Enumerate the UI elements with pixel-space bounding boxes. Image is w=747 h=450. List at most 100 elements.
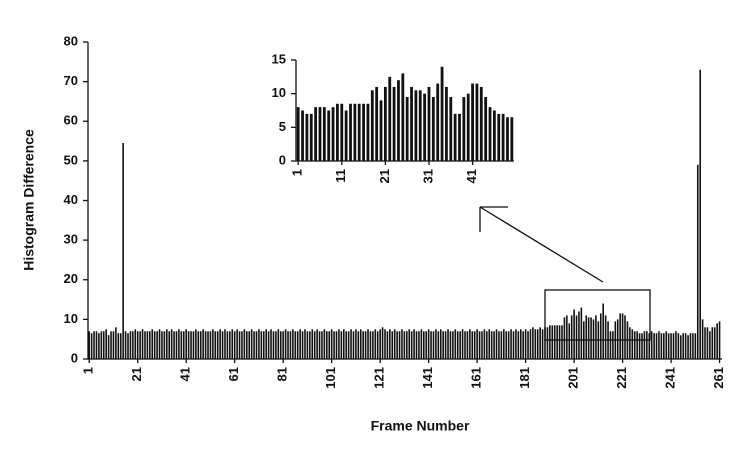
bar	[484, 97, 488, 161]
bar	[374, 329, 377, 359]
bar	[437, 331, 440, 359]
bar	[289, 331, 292, 359]
bar	[318, 331, 321, 359]
bar	[238, 331, 241, 359]
bar	[396, 331, 398, 359]
bar	[495, 329, 498, 359]
bar	[262, 331, 265, 359]
y-tick-label: 10	[64, 311, 78, 326]
bar	[439, 329, 442, 359]
bar	[369, 331, 372, 359]
bar	[449, 97, 453, 161]
bar	[173, 331, 175, 359]
bar	[379, 100, 383, 161]
bar	[449, 331, 452, 359]
bar	[568, 323, 571, 359]
bar	[384, 329, 386, 359]
x-tick-label: 241	[663, 367, 678, 389]
bar	[580, 307, 583, 359]
bar	[90, 333, 93, 359]
x-tick-label: 141	[420, 367, 435, 389]
bar	[350, 329, 352, 359]
bar	[122, 143, 124, 359]
bar	[430, 331, 432, 359]
bar	[328, 331, 331, 359]
bar	[445, 86, 448, 161]
bar	[696, 164, 699, 359]
bar	[687, 335, 689, 359]
bar	[427, 329, 430, 359]
bar	[296, 107, 300, 161]
bar	[386, 331, 389, 359]
bar	[590, 317, 592, 359]
bar	[236, 329, 238, 359]
bar	[658, 331, 660, 359]
bar	[638, 333, 641, 359]
bar	[621, 313, 624, 359]
bar	[466, 331, 469, 359]
bar	[304, 329, 306, 359]
bar	[423, 93, 427, 161]
bar	[136, 331, 139, 359]
bar	[614, 321, 617, 359]
bar	[510, 117, 514, 161]
bar	[604, 315, 607, 359]
bar	[527, 331, 529, 359]
bar	[362, 331, 364, 359]
y-tick-label: 0	[279, 152, 286, 167]
y-tick-label: 60	[64, 113, 78, 128]
bar	[684, 333, 687, 359]
bar	[607, 321, 609, 359]
bar	[718, 321, 721, 359]
bar	[493, 331, 495, 359]
bar	[670, 333, 672, 359]
bar	[466, 93, 470, 161]
bar	[107, 335, 110, 359]
bar	[398, 331, 401, 359]
bar	[209, 331, 212, 359]
bar	[112, 331, 115, 359]
bar	[699, 69, 701, 360]
bar	[357, 331, 360, 359]
bar	[561, 325, 563, 359]
bar	[233, 331, 236, 359]
bar	[716, 323, 718, 359]
bar	[490, 331, 493, 359]
bar	[190, 331, 192, 359]
bar	[333, 331, 335, 359]
bar	[549, 325, 551, 359]
bar	[505, 331, 508, 359]
bar	[277, 329, 280, 359]
bar	[95, 331, 98, 359]
bar	[597, 321, 600, 359]
bar	[427, 86, 431, 161]
bar	[219, 329, 221, 359]
arrow	[479, 206, 604, 283]
x-tick-label: 201	[566, 367, 581, 389]
bar	[144, 331, 146, 359]
bar	[335, 331, 338, 359]
bar	[401, 73, 405, 161]
bar	[701, 319, 704, 359]
bar	[392, 86, 396, 161]
bar	[539, 327, 541, 359]
bar	[338, 329, 340, 359]
bar	[192, 331, 195, 359]
bar	[501, 113, 505, 161]
x-tick-label: 181	[517, 367, 532, 389]
bar	[566, 315, 568, 359]
bar	[612, 331, 614, 359]
bar	[440, 66, 444, 161]
bar	[435, 329, 437, 359]
y-tick-label: 40	[64, 192, 78, 207]
x-tick-label: 121	[372, 367, 387, 389]
bar	[204, 331, 207, 359]
bar	[679, 335, 682, 359]
y-tick-label: 5	[279, 119, 286, 134]
bar	[376, 331, 379, 359]
x-tick-label: 31	[420, 169, 435, 183]
bar	[98, 333, 100, 359]
bar	[408, 329, 411, 359]
bar	[563, 317, 566, 359]
